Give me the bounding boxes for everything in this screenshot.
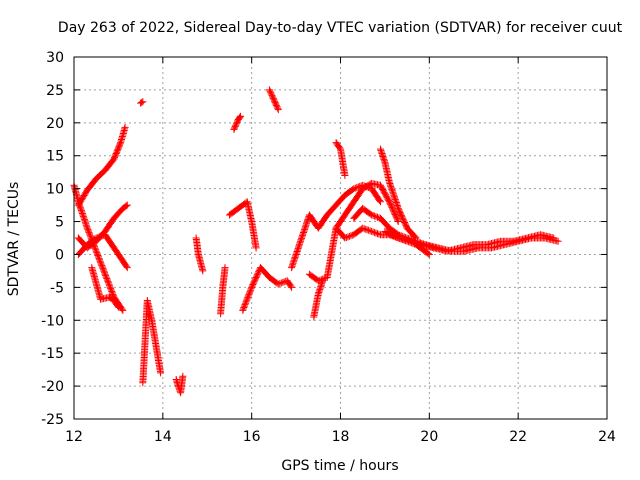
data-series [192, 234, 207, 275]
data-series [139, 297, 165, 387]
y-tick-label: 10 [46, 182, 64, 198]
chart-title: Day 263 of 2022, Sidereal Day-to-day VTE… [58, 20, 623, 36]
y-tick-label: 5 [55, 215, 64, 231]
y-tick-label: 20 [46, 116, 64, 132]
data-point-markers [74, 123, 129, 209]
data-point-markers [172, 372, 187, 397]
data-point-markers [332, 139, 349, 179]
x-tick-label: 14 [154, 429, 172, 445]
y-axis-label: SDTVAR / TECUs [6, 182, 22, 297]
data-series [88, 264, 122, 311]
data-point-markers [377, 145, 420, 242]
data-series [239, 264, 296, 314]
x-axis-label: GPS time / hours [281, 458, 398, 474]
data-point-markers [288, 181, 384, 272]
x-tick-label: 24 [598, 429, 616, 445]
data-point-markers [310, 277, 327, 321]
x-tick-label: 22 [509, 429, 527, 445]
data-point-markers [88, 264, 122, 311]
data-point-markers [139, 297, 165, 387]
y-tick-label: 0 [55, 247, 64, 263]
x-tick-label: 18 [332, 429, 350, 445]
y-tick-label: 30 [46, 50, 64, 66]
data-series [288, 181, 384, 272]
y-tick-label: 25 [46, 83, 64, 99]
x-tick-label: 16 [243, 429, 261, 445]
data-series [74, 123, 129, 209]
data-point-markers [265, 86, 282, 114]
data-series [137, 98, 147, 107]
data-point-markers [239, 264, 296, 314]
axis-ticks [73, 56, 608, 420]
data-series [305, 179, 402, 285]
y-tick-label: -20 [41, 379, 64, 395]
data-series [416, 231, 558, 255]
data-series [377, 145, 420, 242]
data-series [172, 372, 187, 397]
data-point-markers [192, 234, 207, 275]
axis-tick-labels: 12 14 16 18 20 22 24 -25 -20 -15 -10 -5 0 5 10 15 20 25 30 [41, 50, 616, 445]
data-series [226, 198, 260, 252]
y-tick-label: -15 [41, 346, 64, 362]
data-point-markers [226, 198, 260, 252]
data-point-markers [137, 98, 147, 107]
data-series [217, 264, 229, 318]
y-tick-label: -25 [41, 412, 64, 428]
data-point-markers [230, 112, 245, 133]
data-series [265, 86, 282, 114]
x-tick-label: 20 [420, 429, 438, 445]
x-tick-label: 12 [65, 429, 83, 445]
y-tick-label: -5 [50, 280, 64, 296]
data-point-markers [217, 264, 229, 318]
data-series [310, 277, 327, 321]
data-series [332, 139, 349, 179]
y-tick-label: 15 [46, 149, 64, 165]
data-series [230, 112, 245, 133]
data-point-markers [305, 179, 402, 285]
data-points [70, 86, 562, 397]
data-point-markers [416, 231, 558, 255]
y-tick-label: -10 [41, 313, 64, 329]
